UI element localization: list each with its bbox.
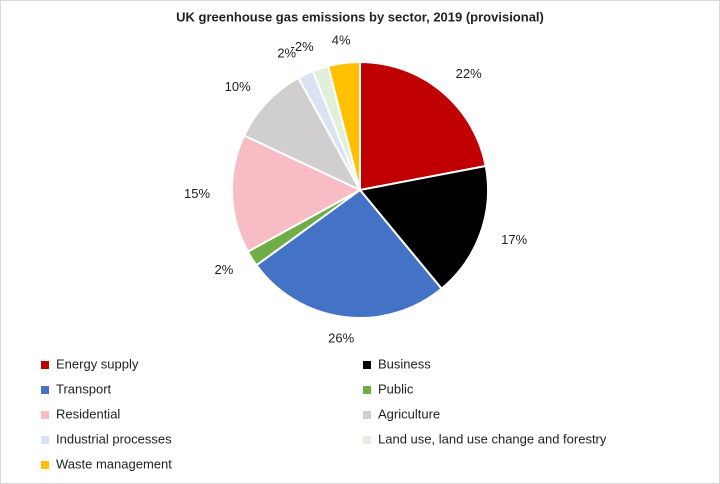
legend-label: Industrial processes: [56, 431, 172, 446]
chart-title: UK greenhouse gas emissions by sector, 2…: [176, 9, 544, 24]
data-label: 17%: [501, 232, 527, 247]
data-label: 2%: [215, 262, 234, 277]
legend-swatch: [41, 461, 49, 469]
legend-swatch: [363, 436, 371, 444]
legend-label: Public: [378, 381, 414, 396]
legend-label: Residential: [56, 406, 120, 421]
data-label: 4%: [332, 33, 351, 48]
legend-label: Business: [378, 356, 431, 371]
legend-swatch: [41, 386, 49, 394]
pie-slice: [231, 134, 363, 254]
pie-slice: [255, 188, 443, 319]
legend-swatch: [363, 361, 371, 369]
data-label: 26%: [328, 330, 354, 345]
legend-label: Transport: [56, 381, 112, 396]
legend-label: Agriculture: [378, 406, 440, 421]
legend-label: Land use, land use change and forestry: [378, 431, 607, 446]
data-label: 10%: [225, 79, 251, 94]
pie-slice: [242, 76, 363, 193]
legend-swatch: [41, 361, 49, 369]
pie-slice: [358, 164, 489, 291]
legend-swatch: [41, 411, 49, 419]
data-label: 2%: [277, 46, 296, 61]
legend-swatch: [363, 386, 371, 394]
data-label: 15%: [184, 186, 210, 201]
data-label: -2%: [291, 39, 315, 54]
pie-slice: [326, 60, 361, 191]
legend-label: Waste management: [56, 456, 172, 471]
legend-swatch: [363, 411, 371, 419]
pie-slice: [359, 60, 487, 192]
legend-label: Energy supply: [56, 356, 139, 371]
legend-swatch: [41, 436, 49, 444]
data-label: 22%: [456, 66, 482, 81]
